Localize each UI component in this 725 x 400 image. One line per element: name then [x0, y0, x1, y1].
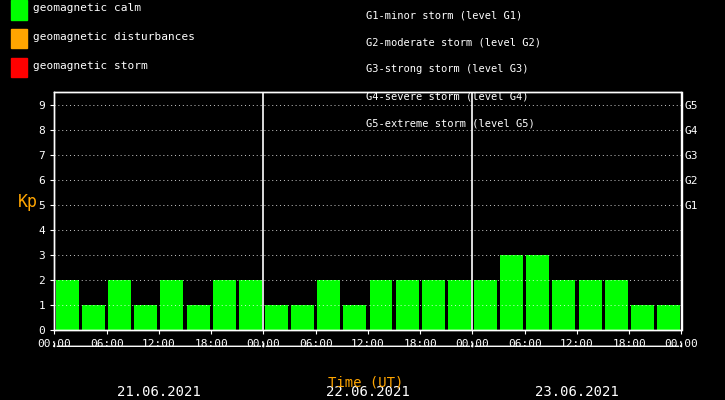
Bar — [657, 305, 680, 330]
Text: geomagnetic calm: geomagnetic calm — [33, 3, 141, 13]
Bar — [500, 255, 523, 330]
Bar — [396, 280, 418, 330]
Bar — [108, 280, 131, 330]
Bar — [291, 305, 314, 330]
Text: geomagnetic storm: geomagnetic storm — [33, 61, 147, 70]
Bar — [344, 305, 366, 330]
Bar — [239, 280, 262, 330]
Bar — [526, 255, 550, 330]
Text: G5-extreme storm (level G5): G5-extreme storm (level G5) — [366, 119, 535, 129]
Text: G3-strong storm (level G3): G3-strong storm (level G3) — [366, 64, 529, 74]
Text: G4-severe storm (level G4): G4-severe storm (level G4) — [366, 92, 529, 102]
Bar — [186, 305, 210, 330]
Bar — [370, 280, 392, 330]
Bar — [422, 280, 444, 330]
Text: 23.06.2021: 23.06.2021 — [535, 385, 619, 399]
Bar — [474, 280, 497, 330]
Bar — [552, 280, 576, 330]
Text: Time (UT): Time (UT) — [328, 376, 404, 390]
Bar — [56, 280, 79, 330]
Text: G1-minor storm (level G1): G1-minor storm (level G1) — [366, 10, 523, 20]
Bar — [631, 305, 654, 330]
Bar — [265, 305, 288, 330]
Bar — [448, 280, 471, 330]
Bar — [579, 280, 602, 330]
Bar — [605, 280, 628, 330]
Text: geomagnetic disturbances: geomagnetic disturbances — [33, 32, 194, 42]
Text: G2-moderate storm (level G2): G2-moderate storm (level G2) — [366, 37, 541, 47]
Text: 22.06.2021: 22.06.2021 — [326, 385, 410, 399]
Bar — [160, 280, 183, 330]
Bar — [82, 305, 105, 330]
Text: 21.06.2021: 21.06.2021 — [117, 385, 201, 399]
Bar — [318, 280, 340, 330]
Y-axis label: Kp: Kp — [17, 193, 38, 211]
Bar — [212, 280, 236, 330]
Bar — [134, 305, 157, 330]
